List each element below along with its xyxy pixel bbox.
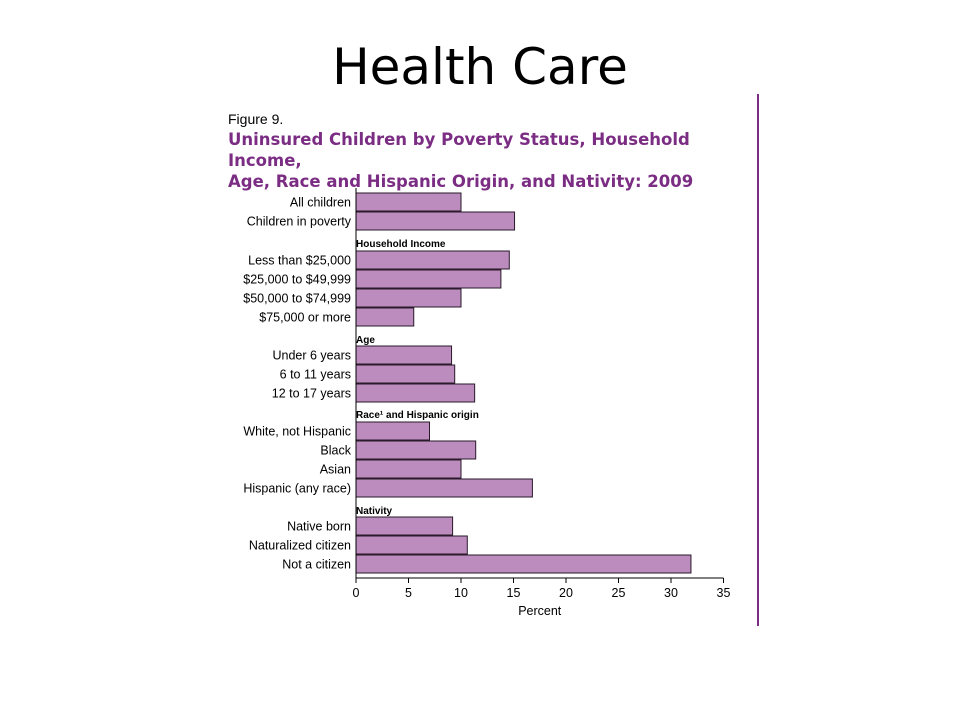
bar (355, 269, 502, 289)
bar (355, 516, 454, 536)
category-label: 12 to 17 years (272, 387, 351, 401)
bar (355, 364, 456, 384)
group-label: Race¹ and Hispanic origin (356, 410, 479, 421)
figure-label: Figure 9. (228, 111, 284, 127)
category-label: Under 6 years (272, 349, 351, 363)
category-label: $75,000 or more (259, 311, 351, 325)
category-label: Less than $25,000 (248, 254, 351, 268)
group-label: Nativity (356, 506, 393, 517)
x-tick-label: 5 (405, 586, 412, 600)
category-label: Black (320, 444, 351, 458)
category-label: Asian (320, 463, 351, 477)
category-label: White, not Hispanic (243, 425, 351, 439)
bar (355, 383, 476, 403)
bar (355, 535, 468, 555)
group-label: Household Income (356, 239, 446, 250)
x-tick-label: 25 (612, 586, 626, 600)
category-label: $25,000 to $49,999 (243, 273, 351, 287)
category-label: $50,000 to $74,999 (243, 292, 351, 306)
slide-title: Health Care (332, 38, 628, 96)
figure-title: Uninsured Children by Poverty Status, Ho… (228, 129, 748, 192)
category-label: Hispanic (any race) (243, 482, 351, 496)
category-label: Native born (287, 520, 351, 534)
category-label: All children (290, 196, 351, 210)
bar (355, 211, 516, 231)
bar (355, 250, 510, 270)
x-tick-label: 0 (353, 586, 360, 600)
category-label: Not a citizen (282, 558, 351, 572)
bar (355, 440, 477, 460)
bar (355, 554, 692, 574)
bar (355, 421, 430, 441)
bar (355, 478, 533, 498)
group-label: Age (356, 335, 375, 346)
x-tick-label: 30 (664, 586, 678, 600)
bar (355, 345, 453, 365)
category-label: Naturalized citizen (249, 539, 351, 553)
x-tick-label: 10 (454, 586, 468, 600)
x-tick-label: 15 (507, 586, 521, 600)
bar (355, 459, 462, 479)
bar (355, 307, 415, 327)
vertical-divider (757, 94, 759, 626)
category-label: Children in poverty (247, 215, 352, 229)
figure-title-line-1: Uninsured Children by Poverty Status, Ho… (228, 130, 690, 170)
bar (355, 288, 462, 308)
figure-title-line-2: Age, Race and Hispanic Origin, and Nativ… (228, 172, 694, 191)
bar (355, 192, 462, 212)
x-tick-label: 35 (717, 586, 731, 600)
x-tick-label: 20 (559, 586, 573, 600)
x-axis-title: Percent (518, 604, 562, 618)
category-label: 6 to 11 years (280, 368, 351, 382)
